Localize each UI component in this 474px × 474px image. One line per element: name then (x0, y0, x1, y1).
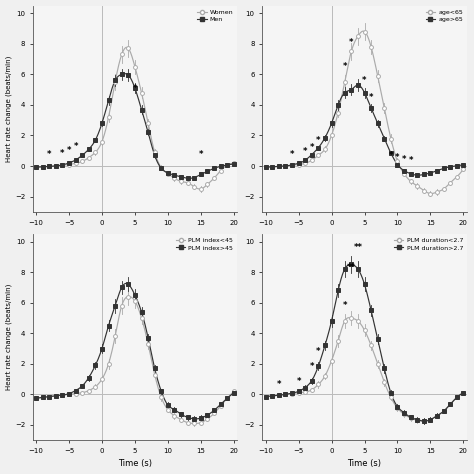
Legend: PLM duration<2.7, PLM duration>2.7: PLM duration<2.7, PLM duration>2.7 (393, 237, 464, 251)
Text: *: * (349, 38, 354, 47)
Text: *: * (310, 143, 314, 152)
Text: *: * (316, 136, 320, 145)
Text: *: * (310, 363, 314, 372)
X-axis label: Time (s): Time (s) (118, 459, 152, 468)
Text: *: * (409, 156, 413, 165)
Text: *: * (362, 76, 367, 85)
Text: *: * (276, 380, 281, 389)
Text: *: * (343, 62, 347, 71)
Text: *: * (296, 377, 301, 386)
Text: *: * (290, 150, 294, 159)
Text: *: * (316, 347, 320, 356)
Text: *: * (343, 301, 347, 310)
Text: *: * (133, 84, 137, 93)
Text: **: ** (347, 263, 356, 272)
Y-axis label: Heart rate change (beats/min): Heart rate change (beats/min) (6, 55, 12, 162)
Text: *: * (402, 155, 406, 164)
Text: *: * (199, 150, 203, 159)
Legend: Women, Men: Women, Men (197, 9, 234, 23)
Text: **: ** (354, 243, 363, 252)
Legend: PLM index<45, PLM index>45: PLM index<45, PLM index>45 (175, 237, 234, 251)
Text: *: * (60, 149, 64, 158)
Legend: age<65, age>65: age<65, age>65 (425, 9, 464, 23)
Text: *: * (73, 142, 78, 151)
Text: *: * (395, 153, 400, 162)
Text: *: * (389, 151, 393, 160)
X-axis label: Time (s): Time (s) (347, 459, 382, 468)
Text: *: * (303, 147, 308, 156)
Text: *: * (67, 146, 71, 155)
Text: *: * (369, 93, 374, 102)
Text: *: * (47, 150, 52, 159)
Y-axis label: Heart rate change (beats/min): Heart rate change (beats/min) (6, 284, 12, 390)
